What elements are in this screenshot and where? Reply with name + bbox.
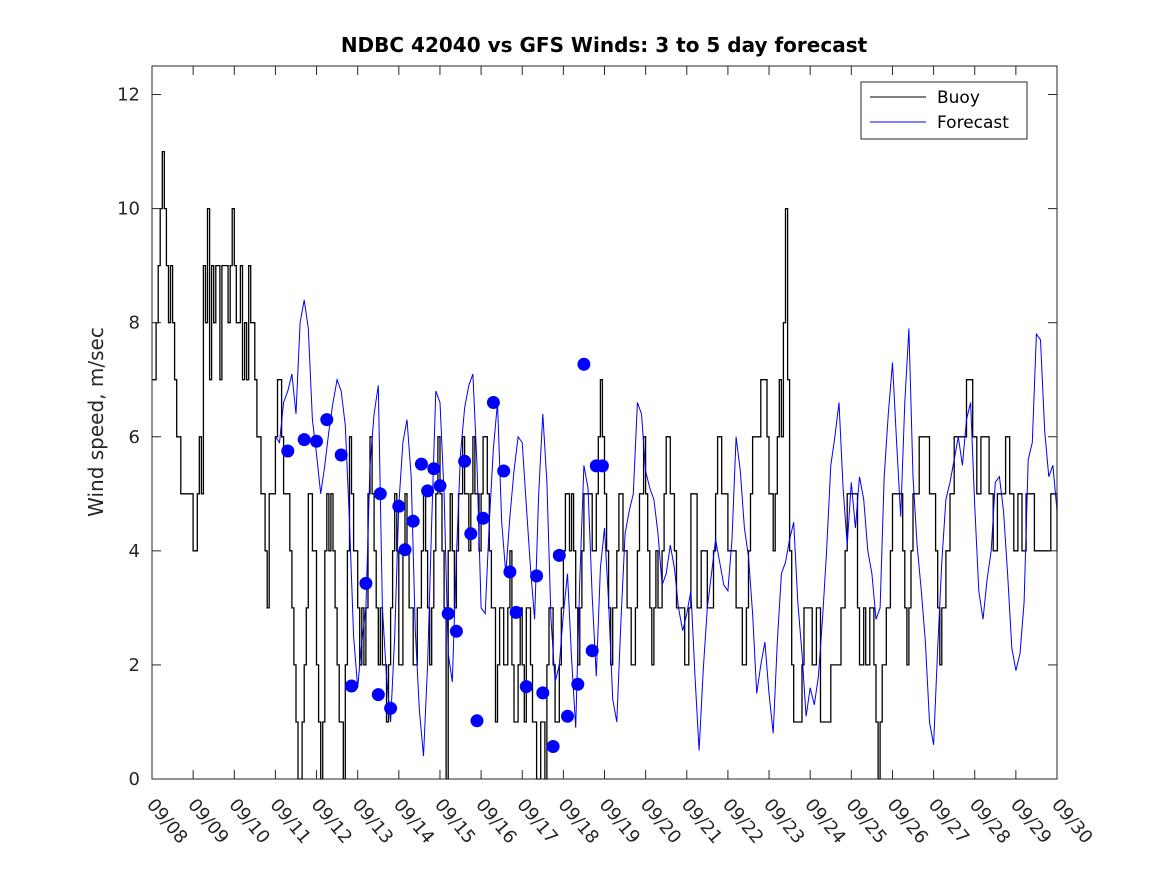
forecast-line xyxy=(274,299,1058,757)
forecast-marker xyxy=(398,543,412,557)
y-axis-label: Wind speed, m/sec xyxy=(84,327,108,517)
y-tick-label: 4 xyxy=(129,541,140,562)
y-tick-label: 6 xyxy=(129,427,140,448)
forecast-marker xyxy=(577,357,591,371)
forecast-marker xyxy=(371,688,385,702)
forecast-marker xyxy=(458,454,472,468)
forecast-marker xyxy=(320,413,334,427)
chart-title: NDBC 42040 vs GFS Winds: 3 to 5 day fore… xyxy=(341,33,868,57)
forecast-marker xyxy=(406,514,420,528)
forecast-marker xyxy=(561,709,574,723)
y-tick-label: 8 xyxy=(129,313,140,334)
forecast-marker xyxy=(509,605,523,619)
forecast-marker xyxy=(470,714,484,728)
forecast-marker xyxy=(585,644,599,658)
forecast-marker xyxy=(310,434,323,448)
forecast-marker xyxy=(476,511,490,525)
forecast-marker xyxy=(519,680,533,694)
y-tick-label: 12 xyxy=(117,85,140,106)
forecast-marker xyxy=(281,444,295,458)
forecast-marker xyxy=(373,487,387,501)
y-tick-label: 10 xyxy=(117,199,140,220)
forecast-marker xyxy=(464,527,478,541)
legend-box xyxy=(860,81,1028,140)
forecast-marker xyxy=(449,624,463,638)
forecast-marker xyxy=(384,701,398,715)
forecast-series xyxy=(274,299,1058,757)
forecast-marker xyxy=(414,457,428,471)
forecast-marker xyxy=(595,459,609,473)
forecast-marker xyxy=(546,740,560,753)
forecast-marker xyxy=(359,576,373,590)
forecast-marker xyxy=(334,448,348,462)
forecast-marker xyxy=(427,462,441,476)
forecast-marker xyxy=(441,607,455,621)
forecast-marker xyxy=(552,548,566,562)
legend-buoy-label: Buoy xyxy=(937,88,980,108)
forecast-marker xyxy=(497,464,511,478)
legend-forecast-label: Forecast xyxy=(937,113,1009,133)
forecast-markers xyxy=(281,357,609,753)
forecast-marker xyxy=(433,479,447,493)
y-axis-ticks: 0 2 4 6 8 10 12 xyxy=(117,85,1057,790)
y-tick-label: 2 xyxy=(129,655,140,676)
plot-area xyxy=(152,66,1057,779)
forecast-marker xyxy=(536,686,550,700)
forecast-marker xyxy=(530,569,544,583)
forecast-marker xyxy=(503,565,517,579)
forecast-marker xyxy=(297,433,311,447)
forecast-marker xyxy=(421,484,435,498)
forecast-marker xyxy=(392,499,406,513)
forecast-marker xyxy=(571,677,585,691)
forecast-marker xyxy=(486,396,500,409)
legend: Buoy Forecast xyxy=(860,81,1028,140)
y-tick-label: 0 xyxy=(129,769,140,790)
forecast-marker xyxy=(345,679,358,693)
plot-frame xyxy=(151,65,1058,780)
